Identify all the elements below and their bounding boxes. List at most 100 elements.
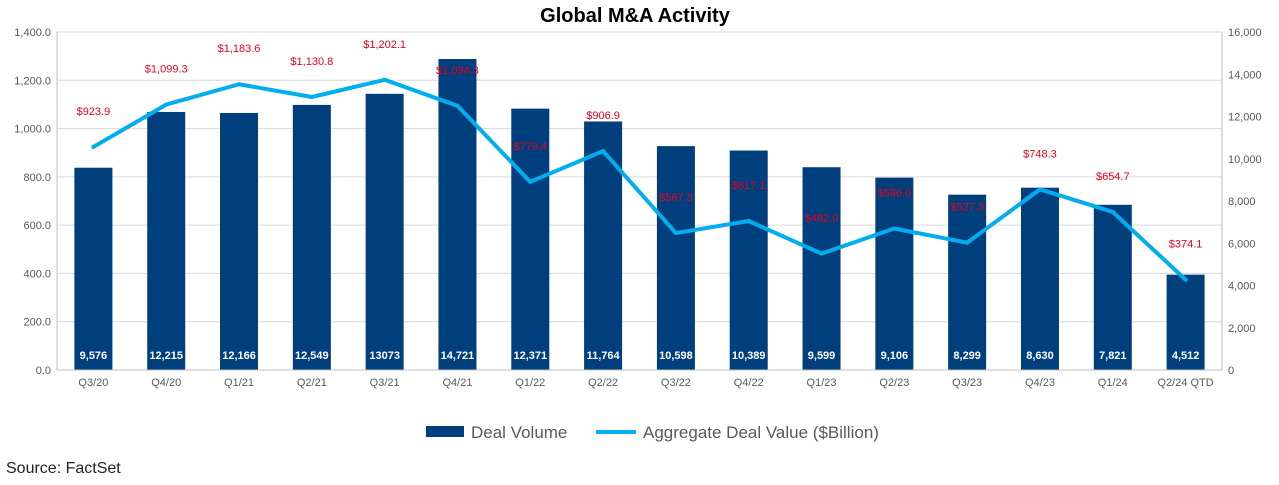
x-tick-label: Q4/23 bbox=[1025, 377, 1055, 389]
bar bbox=[1166, 274, 1205, 370]
bar-value-label: 13073 bbox=[369, 350, 400, 362]
y-left-tick-label: 600.0 bbox=[23, 220, 51, 232]
line-point bbox=[819, 251, 824, 256]
y-right-tick-label: 10,000 bbox=[1228, 154, 1262, 166]
bar-value-label: 8,299 bbox=[953, 350, 981, 362]
line-point bbox=[965, 240, 970, 245]
y-right-tick-label: 12,000 bbox=[1228, 112, 1262, 124]
bar bbox=[511, 108, 550, 370]
y-right-tick-label: 0 bbox=[1228, 365, 1234, 377]
bar bbox=[292, 104, 331, 370]
line-point bbox=[892, 226, 897, 231]
bar-value-label: 9,576 bbox=[80, 350, 108, 362]
line-point bbox=[455, 103, 460, 108]
y-left-tick-label: 1,000.0 bbox=[14, 124, 51, 136]
x-tick-label: Q1/23 bbox=[807, 377, 837, 389]
x-tick-label: Q1/24 bbox=[1098, 377, 1128, 389]
line-value-label: $906.9 bbox=[586, 110, 620, 122]
line-value-label: $1,202.1 bbox=[363, 39, 406, 51]
bar-value-label: 10,598 bbox=[659, 350, 693, 362]
bar bbox=[656, 146, 695, 370]
bar-value-label: 14,721 bbox=[441, 350, 475, 362]
x-tick-label: Q3/23 bbox=[952, 377, 982, 389]
y-left-tick-label: 1,200.0 bbox=[14, 75, 51, 87]
y-left-tick-label: 1,400.0 bbox=[14, 27, 51, 39]
chart-title: Global M&A Activity bbox=[540, 5, 731, 27]
line-point bbox=[91, 144, 96, 149]
line-value-label: $1,183.6 bbox=[218, 43, 261, 55]
bar bbox=[1093, 204, 1132, 370]
line-value-label: $923.9 bbox=[77, 106, 111, 118]
x-tick-label: Q1/22 bbox=[515, 377, 545, 389]
x-tick-label: Q4/20 bbox=[151, 377, 181, 389]
line-point bbox=[1110, 209, 1115, 214]
line-value-label: $374.1 bbox=[1169, 239, 1203, 251]
bar bbox=[875, 177, 914, 370]
x-tick-label: Q2/24 QTD bbox=[1157, 377, 1213, 389]
line-point bbox=[164, 102, 169, 107]
x-tick-label: Q1/21 bbox=[224, 377, 254, 389]
line-value-label: $617.1 bbox=[732, 180, 766, 192]
line-value-label: $1,094.3 bbox=[436, 65, 479, 77]
line-point bbox=[673, 231, 678, 236]
y-right-tick-label: 16,000 bbox=[1228, 27, 1262, 39]
line-value-label: $1,099.3 bbox=[145, 64, 188, 76]
x-tick-label: Q3/20 bbox=[78, 377, 108, 389]
line-point bbox=[1037, 187, 1042, 192]
bar bbox=[729, 150, 768, 370]
y-left-tick-label: 800.0 bbox=[23, 172, 51, 184]
legend-deal-volume: Deal Volume bbox=[471, 423, 567, 442]
bar-value-label: 4,512 bbox=[1172, 350, 1200, 362]
y-right-tick-label: 6,000 bbox=[1228, 238, 1256, 250]
line-value-label: $654.7 bbox=[1096, 171, 1130, 183]
bar-value-label: 11,764 bbox=[587, 350, 621, 362]
y-right-tick-label: 14,000 bbox=[1228, 69, 1262, 81]
line-point bbox=[601, 149, 606, 154]
line-value-label: $1,130.8 bbox=[290, 56, 333, 68]
bar bbox=[802, 167, 841, 370]
legend-bar-swatch bbox=[426, 426, 464, 437]
legend: Deal Volume Aggregate Deal Value ($Billi… bbox=[426, 423, 879, 442]
bar-value-label: 9,599 bbox=[808, 350, 836, 362]
line-path bbox=[91, 77, 1188, 282]
bar bbox=[74, 167, 113, 370]
x-tick-label: Q3/21 bbox=[370, 377, 400, 389]
line-point bbox=[237, 82, 242, 87]
x-tick-label: Q4/21 bbox=[442, 377, 472, 389]
bar-value-label: 12,215 bbox=[149, 350, 183, 362]
bar-value-label: 8,630 bbox=[1026, 350, 1054, 362]
legend-aggregate-value: Aggregate Deal Value ($Billion) bbox=[643, 423, 879, 442]
x-tick-label: Q4/22 bbox=[734, 377, 764, 389]
line-point bbox=[382, 77, 387, 82]
line-point bbox=[746, 219, 751, 224]
line-value-label: $527.3 bbox=[950, 202, 984, 214]
x-tick-label: Q2/23 bbox=[879, 377, 909, 389]
line-value-label: $748.3 bbox=[1023, 148, 1057, 160]
bar-series bbox=[74, 59, 1205, 371]
x-tick-label: Q2/22 bbox=[588, 377, 618, 389]
bar bbox=[1020, 187, 1059, 370]
bar-value-label: 9,106 bbox=[881, 350, 909, 362]
source-note: Source: FactSet bbox=[6, 460, 121, 477]
bar-value-label: 10,389 bbox=[732, 350, 766, 362]
bar-value-label: 7,821 bbox=[1099, 350, 1127, 362]
data-labels: 9,576 12,215 12,166 12,549 13073 14,721 12,371… bbox=[77, 39, 1203, 362]
bar-value-label: 12,166 bbox=[222, 350, 256, 362]
bar-value-label: 12,371 bbox=[513, 350, 547, 362]
line-value-label: $586.0 bbox=[878, 188, 912, 200]
bar bbox=[220, 112, 259, 370]
line-point bbox=[1183, 277, 1188, 282]
line-value-label: $779.4 bbox=[513, 141, 547, 153]
y-left-tick-label: 400.0 bbox=[23, 268, 51, 280]
bar bbox=[147, 111, 186, 370]
line-value-label: $482.0 bbox=[805, 213, 839, 225]
y-left-tick-label: 0.0 bbox=[36, 365, 51, 377]
bar-value-label: 12,549 bbox=[295, 350, 329, 362]
y-right-tick-label: 4,000 bbox=[1228, 281, 1256, 293]
bar bbox=[948, 194, 987, 370]
x-tick-label: Q2/21 bbox=[297, 377, 327, 389]
line-point bbox=[309, 94, 314, 99]
y-right-tick-label: 2,000 bbox=[1228, 323, 1256, 335]
x-tick-label: Q3/22 bbox=[661, 377, 691, 389]
